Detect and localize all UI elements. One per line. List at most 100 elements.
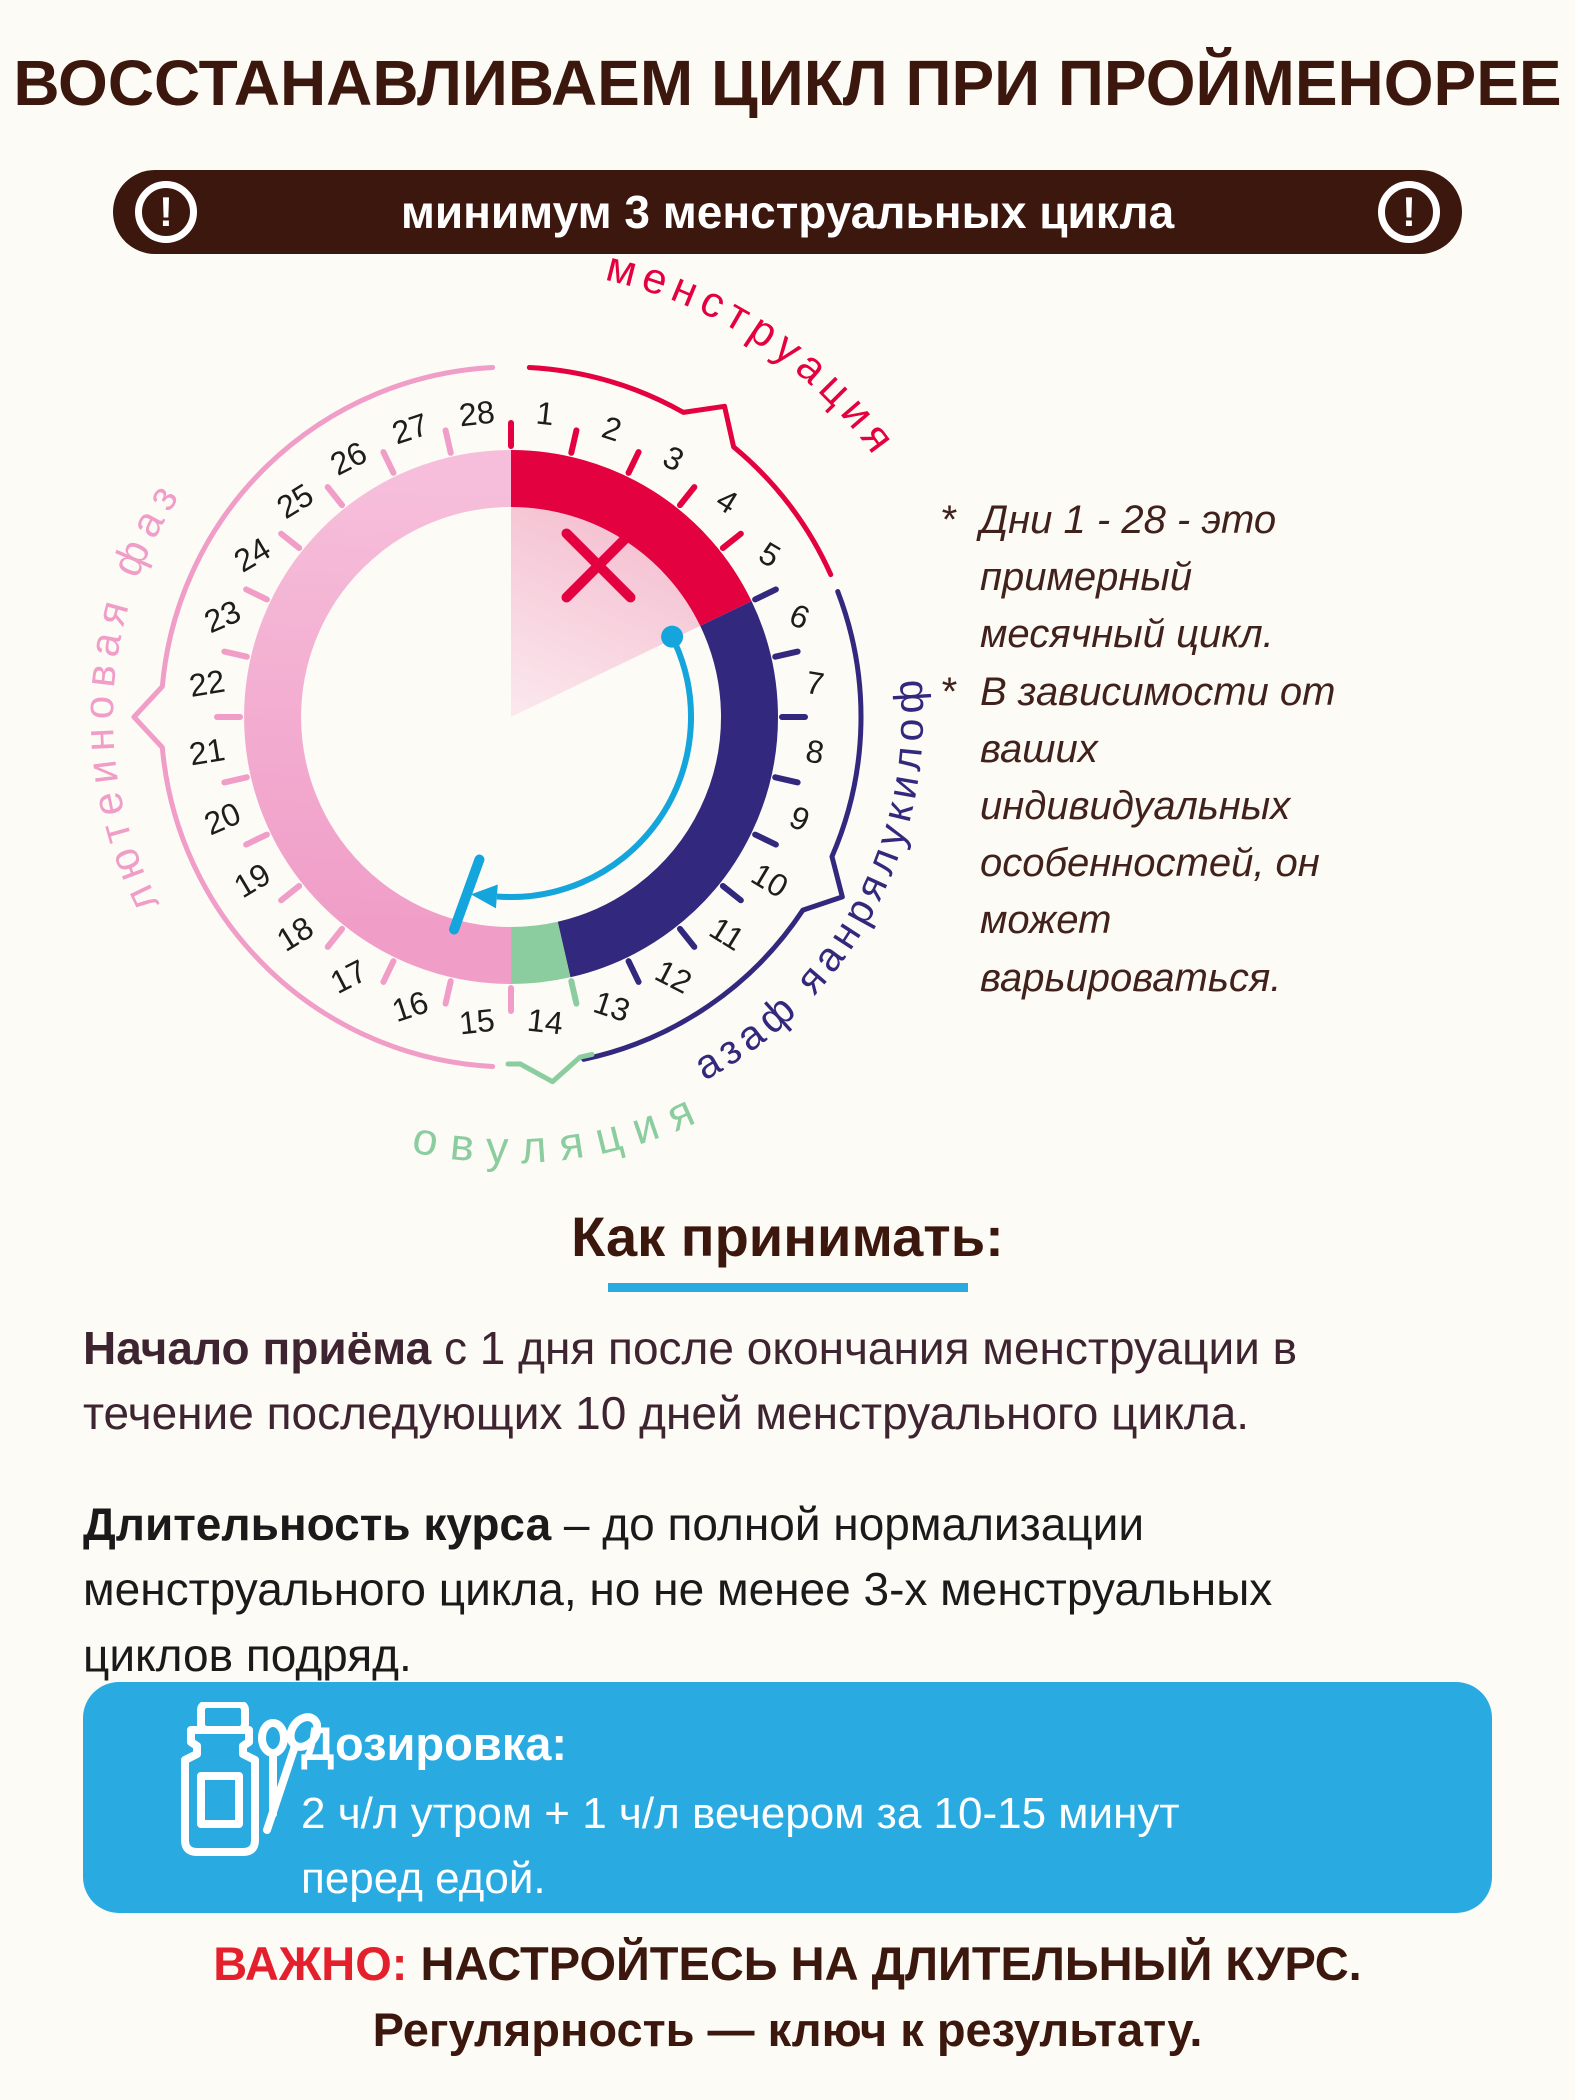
day-number: 13	[589, 984, 634, 1029]
important-label: ВАЖНО:	[213, 1937, 408, 1990]
day-tick	[568, 978, 580, 1007]
day-number: 6	[784, 596, 815, 636]
ring-segment-4	[244, 450, 512, 984]
ring-segment-3	[510, 921, 571, 984]
day-number: 28	[457, 394, 496, 434]
intake-start-paragraph: Начало приёма с 1 дня после окончания ме…	[83, 1316, 1393, 1447]
day-number: 14	[526, 1002, 565, 1042]
banner-text: минимум 3 менструальных цикла	[400, 186, 1175, 238]
day-number: 15	[457, 1002, 496, 1042]
phase-brace-2	[581, 589, 864, 1062]
day-tick	[278, 530, 303, 552]
important-text: НАСТРОЙТЕСЬ НА ДЛИТЕЛЬНЫЙ КУРС.	[407, 1937, 1362, 1990]
day-number: 2	[598, 409, 626, 449]
day-tick	[625, 958, 642, 985]
note-bullet: *	[940, 669, 956, 714]
day-number: 4	[710, 481, 744, 521]
day-tick	[380, 958, 397, 985]
day-tick	[676, 925, 698, 950]
paragraph-text: – до полной нормализации менструального …	[83, 1498, 1273, 1681]
small-spoon-bowl	[258, 1719, 288, 1757]
intake-end-tick	[449, 854, 485, 935]
day-tick	[625, 449, 642, 476]
paragraph-lead: Начало приёма	[83, 1322, 432, 1374]
jar-and-spoons-icon	[181, 1702, 321, 1856]
day-number: 5	[753, 535, 787, 575]
phase-brace-4	[131, 364, 496, 1070]
phase-label-3: овуляция	[409, 1079, 715, 1173]
note-text: В зависимости от ваших индивидуальных ос…	[980, 669, 1336, 1000]
day-tick	[719, 882, 744, 904]
dosage-box: Дозировка: 2 ч/л утром + 1 ч/л вечером з…	[83, 1682, 1492, 1913]
day-number: 3	[657, 438, 689, 478]
dosage-title: Дозировка:	[301, 1717, 568, 1770]
day-tick	[324, 484, 346, 509]
dosage-line: 2 ч/л утром + 1 ч/л вечером за 10-15 мин…	[301, 1789, 1180, 1838]
day-number: 27	[388, 406, 433, 451]
day-tick	[324, 925, 346, 950]
day-number: 22	[187, 663, 228, 704]
note-item: * Дни 1 - 28 - это примерный месячный ци…	[940, 492, 1370, 664]
phase-brace-1	[526, 364, 834, 578]
day-tick	[221, 648, 250, 660]
heading-underline	[607, 1283, 968, 1292]
day-number: 16	[388, 984, 433, 1029]
day-number: 17	[324, 952, 372, 1000]
jar-label	[197, 1772, 243, 1828]
day-tick	[442, 427, 454, 456]
day-tick	[278, 882, 303, 904]
day-tick	[676, 484, 698, 509]
day-number: 7	[803, 664, 826, 702]
no-intake-wedge	[511, 506, 702, 717]
day-number: 20	[199, 795, 246, 842]
important-note-line1: ВАЖНО: НАСТРОЙТЕСЬ НА ДЛИТЕЛЬНЫЙ КУРС.	[0, 1936, 1575, 1991]
note-bullet: *	[940, 498, 956, 542]
page-title: ВОССТАНАВЛИВАЕМ ЦИКЛ ПРИ ПРОЙМЕНОРЕЕ	[13, 47, 1562, 119]
paragraph-lead: Длительность курса	[83, 1498, 552, 1550]
exclamation-icon: !	[135, 181, 197, 243]
day-tick	[243, 586, 270, 603]
phase-brace-3	[505, 1051, 595, 1085]
ring-segment-1	[510, 450, 752, 627]
day-number: 10	[745, 856, 794, 905]
intake-start-dot	[661, 625, 684, 648]
day-number: 26	[324, 434, 372, 482]
cycle-diagram: 1 234567891011121314151617181920212223242…	[75, 243, 927, 1174]
day-tick	[752, 831, 779, 848]
day-number: 9	[784, 798, 815, 838]
dosage-line: перед едой.	[301, 1854, 546, 1904]
paragraph-text: с 1 дня после окончания менструации в те…	[83, 1322, 1298, 1440]
day-number: 24	[228, 530, 277, 579]
note-text: Дни 1 - 28 - это примерный месячный цикл…	[980, 498, 1277, 657]
intake-arc	[496, 642, 694, 900]
day-tick	[221, 774, 250, 786]
day-number: 11	[703, 910, 750, 958]
how-to-take-section: Как принимать:	[0, 1204, 1575, 1292]
section-heading: Как принимать:	[571, 1205, 1004, 1268]
day-tick	[772, 774, 801, 786]
day-number: 1	[534, 395, 556, 433]
important-note-line2: Регулярность — ключ к результату.	[372, 2003, 1203, 2056]
min-cycles-banner: ! минимум 3 менструальных цикла !	[113, 170, 1462, 254]
day-tick	[752, 586, 779, 603]
big-spoon-handle	[263, 1742, 299, 1834]
day-number: 18	[270, 909, 319, 958]
day-tick	[772, 648, 801, 660]
jar-outline	[181, 1726, 259, 1856]
day-tick	[719, 530, 744, 552]
day-tick	[380, 449, 397, 476]
ring-segment-2	[557, 601, 778, 978]
day-number: 19	[228, 856, 277, 905]
day-number: 12	[650, 952, 698, 1000]
day-number: 23	[199, 593, 246, 640]
dosage-text: Дозировка: 2 ч/л утром + 1 ч/л вечером з…	[301, 1716, 1462, 1911]
x-marker	[561, 528, 636, 603]
day-tick	[568, 427, 580, 456]
phase-label-1: менструация	[602, 243, 908, 467]
day-number: 21	[187, 731, 228, 772]
course-duration-paragraph: Длительность курса – до полной нормализа…	[83, 1492, 1393, 1688]
exclamation-icon: !	[1378, 181, 1440, 243]
note-item: * В зависимости от ваших индивидуальных …	[940, 664, 1370, 1007]
intake-arrowhead	[470, 884, 498, 909]
